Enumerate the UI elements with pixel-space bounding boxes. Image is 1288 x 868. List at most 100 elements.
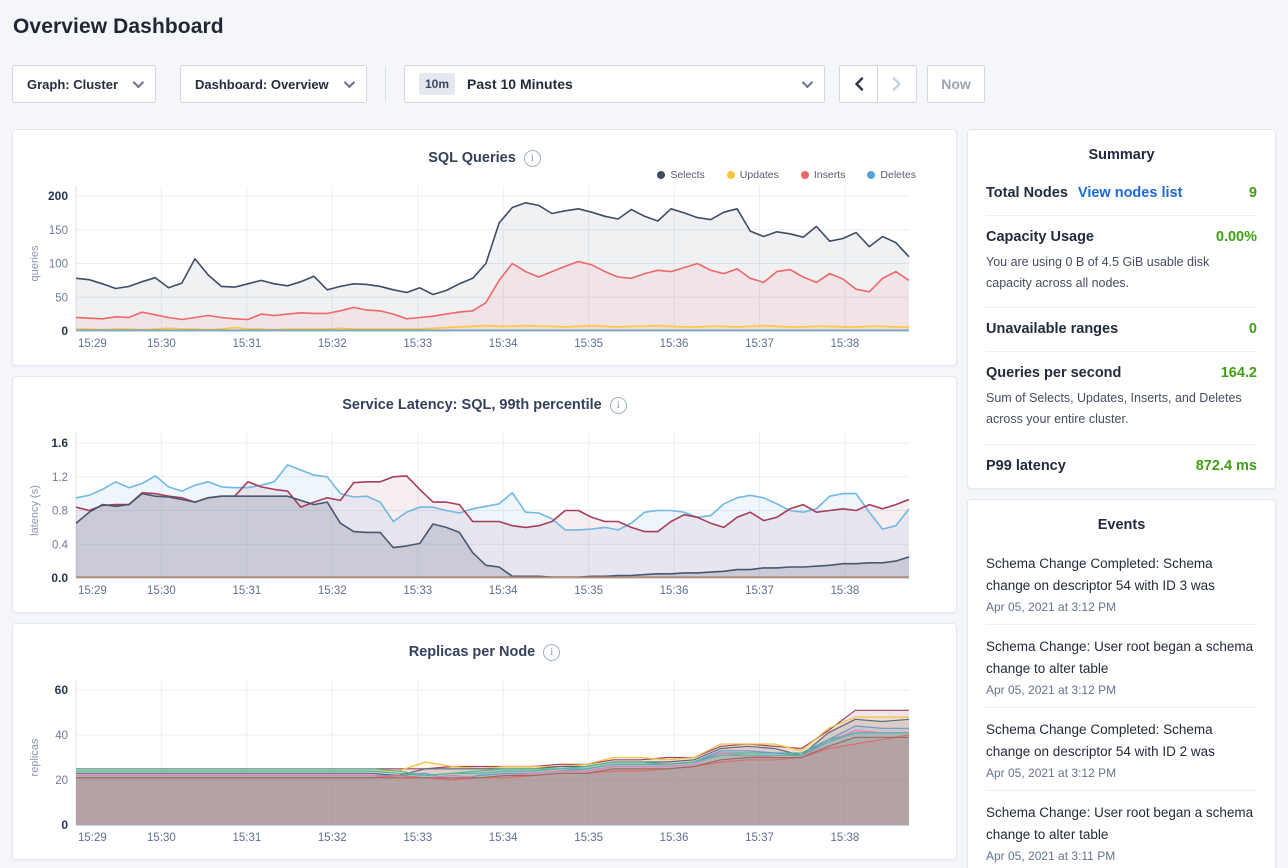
svg-text:15:35: 15:35	[574, 832, 603, 844]
svg-text:0.8: 0.8	[52, 506, 68, 518]
summary-panel: Summary Total Nodes View nodes list 9 Ca…	[967, 129, 1276, 489]
svg-text:100: 100	[49, 259, 68, 271]
prev-time-button[interactable]	[839, 65, 878, 103]
chart-title: Replicas per Node	[408, 644, 536, 660]
charts-column: SQL Queries i Selects Updates Inserts Delet…	[12, 129, 957, 860]
event-item: Schema Change: User root began a schema …	[986, 790, 1257, 868]
capacity-usage-value: 0.00%	[1215, 229, 1257, 245]
next-time-button[interactable]	[878, 65, 917, 103]
events-title: Events	[1097, 517, 1146, 533]
svg-text:15:29: 15:29	[78, 338, 107, 350]
svg-text:15:38: 15:38	[831, 338, 860, 350]
info-icon[interactable]: i	[609, 397, 627, 414]
svg-text:200: 200	[48, 189, 68, 203]
service-latency-chart[interactable]: 0.0 0.4 0.8 1.2 1.6 latency (s) 15:29 15:30 15:3…	[26, 431, 945, 600]
summary-row-queries-per-second: Queries per second 164.2 Sum of Selects,…	[986, 351, 1257, 443]
svg-text:15:35: 15:35	[574, 585, 603, 597]
legend-label: Inserts	[813, 169, 846, 181]
event-message: Schema Change: User root began a schema …	[986, 639, 1254, 676]
summary-row-unavailable-ranges: Unavailable ranges 0	[986, 307, 1257, 351]
event-item: Schema Change Completed: Schema change o…	[986, 707, 1257, 790]
event-timestamp: Apr 05, 2021 at 3:12 PM	[986, 600, 1117, 614]
graph-dropdown-label: Graph: Cluster	[27, 76, 119, 92]
dashboard-dropdown-label: Dashboard: Overview	[195, 76, 329, 92]
legend-label: Selects	[670, 169, 705, 181]
unavailable-ranges-label: Unavailable ranges	[986, 321, 1119, 338]
sql-queries-chart[interactable]: 0 50 100 150 200 queries 15:29 15:30 15:31 15:32 1…	[26, 184, 945, 353]
svg-text:15:32: 15:32	[318, 585, 347, 597]
svg-text:15:34: 15:34	[489, 585, 518, 597]
svg-text:queries: queries	[29, 245, 41, 282]
event-timestamp: Apr 05, 2021 at 3:12 PM	[986, 766, 1117, 780]
event-item: Schema Change: User root began a schema …	[986, 624, 1257, 707]
svg-text:15:33: 15:33	[403, 585, 432, 597]
summary-row-p99-latency: P99 latency 872.4 ms	[986, 443, 1257, 488]
svg-text:0.0: 0.0	[51, 571, 68, 585]
info-icon[interactable]: i	[523, 150, 541, 167]
time-range-label: Past 10 Minutes	[467, 76, 573, 92]
info-icon[interactable]: i	[543, 644, 561, 661]
chart-legend: Selects Updates Inserts Deletes	[13, 166, 956, 184]
graph-dropdown[interactable]: Graph: Cluster	[12, 65, 156, 103]
svg-text:15:34: 15:34	[489, 832, 518, 844]
dashboard-dropdown[interactable]: Dashboard: Overview	[180, 65, 367, 103]
summary-row-capacity-usage: Capacity Usage 0.00% You are using 0 B o…	[986, 215, 1257, 307]
now-button[interactable]: Now	[927, 65, 985, 103]
svg-text:15:37: 15:37	[745, 338, 774, 350]
legend-item-deletes: Deletes	[867, 169, 916, 181]
svg-text:latency (s): latency (s)	[29, 485, 41, 536]
event-message: Schema Change Completed: Schema change o…	[986, 556, 1215, 593]
svg-text:150: 150	[49, 225, 68, 237]
total-nodes-label: Total Nodes	[986, 185, 1068, 201]
chevron-left-icon	[854, 77, 863, 91]
svg-text:15:29: 15:29	[78, 585, 107, 597]
svg-text:0: 0	[61, 324, 68, 338]
svg-text:15:38: 15:38	[831, 585, 860, 597]
svg-text:0: 0	[61, 818, 68, 832]
event-item: Schema Change Completed: Schema change o…	[986, 542, 1257, 624]
svg-text:15:33: 15:33	[403, 338, 432, 350]
legend-item-updates: Updates	[726, 169, 779, 181]
svg-text:0.4: 0.4	[52, 539, 69, 551]
queries-per-second-value: 164.2	[1220, 365, 1257, 382]
sidebar: Summary Total Nodes View nodes list 9 Ca…	[967, 129, 1276, 868]
svg-text:15:38: 15:38	[831, 832, 860, 844]
svg-text:replicas: replicas	[29, 738, 41, 776]
event-message: Schema Change: User root began a schema …	[986, 805, 1254, 842]
chevron-down-icon	[132, 76, 145, 89]
legend-dot-icon	[800, 171, 809, 179]
legend-dot-icon	[726, 171, 735, 179]
unavailable-ranges-value: 0	[1248, 321, 1257, 338]
svg-text:15:35: 15:35	[574, 338, 603, 350]
view-nodes-list-link[interactable]: View nodes list	[1077, 185, 1183, 201]
svg-text:15:31: 15:31	[232, 338, 261, 350]
chevron-right-icon	[892, 77, 901, 91]
events-panel: Events Schema Change Completed: Schema c…	[967, 499, 1276, 868]
svg-text:15:33: 15:33	[403, 832, 432, 844]
replicas-per-node-chart-panel: Replicas per Node i 0 20 40 60 replicas 15:29…	[12, 623, 957, 860]
svg-text:15:36: 15:36	[660, 585, 689, 597]
time-range-badge: 10m	[419, 73, 456, 95]
replicas-per-node-chart[interactable]: 0 20 40 60 replicas 15:29 15:30 15:31 15:32 15:33…	[26, 678, 945, 847]
p99-latency-label: P99 latency	[986, 457, 1066, 474]
chevron-down-icon	[343, 76, 356, 89]
svg-text:15:32: 15:32	[318, 338, 347, 350]
svg-text:15:34: 15:34	[489, 338, 518, 350]
svg-text:40: 40	[55, 730, 68, 742]
svg-text:15:36: 15:36	[660, 338, 689, 350]
time-range-selector[interactable]: 10m Past 10 Minutes	[404, 65, 825, 103]
queries-per-second-label: Queries per second	[986, 365, 1122, 382]
svg-text:15:37: 15:37	[745, 585, 774, 597]
time-step-buttons	[839, 65, 917, 103]
legend-item-selects: Selects	[657, 169, 705, 181]
svg-text:15:30: 15:30	[147, 585, 176, 597]
page-title: Overview Dashboard	[13, 15, 224, 38]
summary-title: Summary	[1088, 147, 1155, 163]
svg-text:60: 60	[55, 683, 69, 697]
svg-text:15:31: 15:31	[232, 832, 261, 844]
svg-text:15:30: 15:30	[147, 832, 176, 844]
p99-latency-value: 872.4 ms	[1195, 457, 1257, 474]
legend-item-inserts: Inserts	[800, 169, 846, 181]
queries-per-second-description: Sum of Selects, Updates, Inserts, and De…	[986, 391, 1242, 426]
